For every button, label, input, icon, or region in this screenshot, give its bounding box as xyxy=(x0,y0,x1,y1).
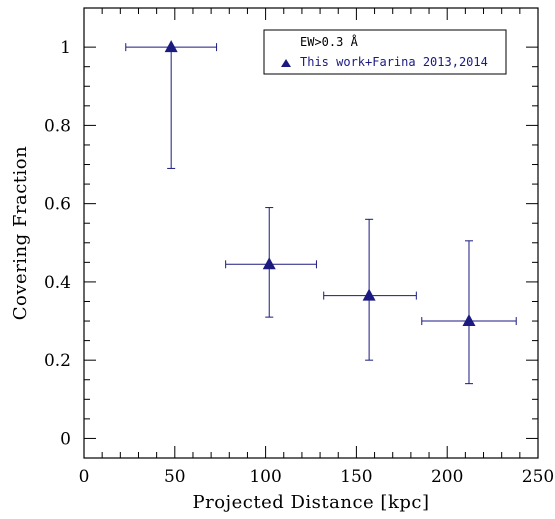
y-tick-label: 0.2 xyxy=(44,351,71,371)
triangle-marker xyxy=(462,314,476,327)
x-tick-label: 200 xyxy=(431,467,463,487)
x-tick-label: 0 xyxy=(79,467,90,487)
x-tick-label: 250 xyxy=(522,467,554,487)
data-point xyxy=(421,240,517,385)
triangle-marker xyxy=(262,257,276,270)
x-tick-label: 50 xyxy=(164,467,186,487)
y-tick-label: 1 xyxy=(60,38,71,58)
legend-box xyxy=(263,29,507,75)
tick-labels: 0 50 100 150 200 250 0 0.2 0.4 0.6 0.8 1 xyxy=(44,38,554,487)
y-axis-label: Covering Fraction xyxy=(10,146,31,320)
y-tick-label: 0.8 xyxy=(44,116,71,136)
x-axis-label: Projected Distance [kpc] xyxy=(193,492,430,513)
x-tick-label: 150 xyxy=(340,467,372,487)
triangle-marker xyxy=(362,288,376,301)
legend-marker-triangle xyxy=(281,59,291,67)
legend-title: EW>0.3 Å xyxy=(300,34,359,49)
y-tick-label: 0 xyxy=(60,429,71,449)
y-tick-label: 0.6 xyxy=(44,195,71,215)
data-series xyxy=(125,40,517,385)
plot-frame xyxy=(83,7,539,459)
data-point xyxy=(225,207,317,318)
data-point xyxy=(323,218,417,361)
axis-ticks xyxy=(83,8,539,458)
y-tick-label: 0.4 xyxy=(44,273,71,293)
legend-entry-label: This work+Farina 2013,2014 xyxy=(300,55,488,69)
x-tick-label: 100 xyxy=(249,467,281,487)
legend: EW>0.3 Å This work+Farina 2013,2014 xyxy=(263,29,507,75)
data-point xyxy=(125,40,218,169)
triangle-marker xyxy=(164,40,178,53)
